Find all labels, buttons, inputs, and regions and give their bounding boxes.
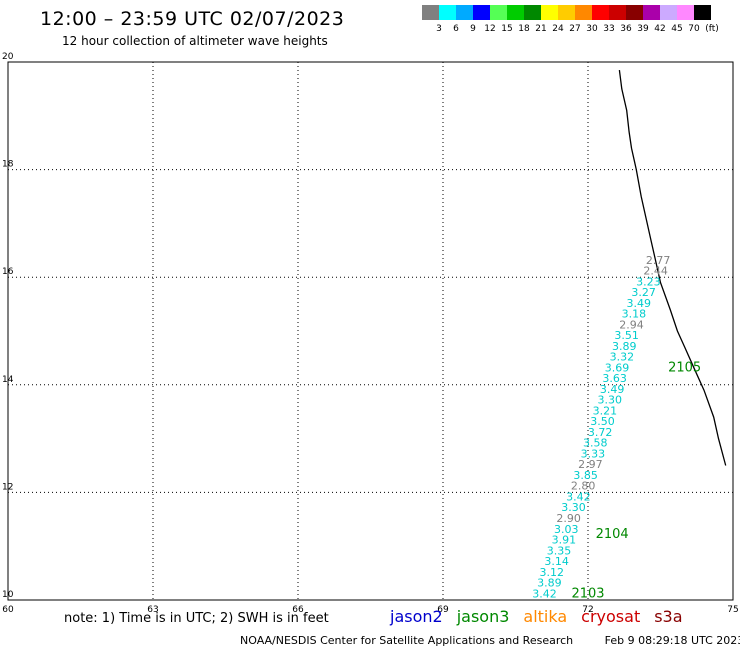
colorbar-unit: (ft) <box>705 24 719 34</box>
wave-height-label: 3.18 <box>622 308 647 321</box>
colorbar-label: 70 <box>688 24 700 34</box>
satellite-legend-jason3: jason3 <box>456 607 510 626</box>
colorbar-label: 21 <box>535 24 547 34</box>
wave-height-label: 3.50 <box>590 415 615 428</box>
footer-timestamp: Feb 9 08:29:18 UTC 2023 <box>604 634 740 647</box>
wave-height-label: 2.77 <box>646 254 671 267</box>
wave-height-label: 3.49 <box>600 383 625 396</box>
footer-org: NOAA/NESDIS Center for Satellite Applica… <box>240 634 574 647</box>
track-time-label: 2105 <box>668 360 701 375</box>
footer: NOAA/NESDIS Center for Satellite Applica… <box>240 634 740 647</box>
wave-height-label: 3.21 <box>593 404 618 417</box>
colorbar-swatch <box>473 5 490 20</box>
colorbar-label: 15 <box>501 24 513 34</box>
colorbar-label: 30 <box>586 24 598 34</box>
wave-height-label: 3.72 <box>588 426 613 439</box>
colorbar-swatch <box>422 5 439 20</box>
wave-height-label: 3.85 <box>573 469 598 482</box>
wave-height-label: 3.51 <box>614 329 639 342</box>
lon-tick-label: 63 <box>147 605 158 615</box>
wave-height-label: 3.42 <box>532 587 557 600</box>
satellite-legend-altika: altika <box>523 607 568 626</box>
colorbar-swatch <box>439 5 456 20</box>
lon-tick-label: 69 <box>437 605 449 615</box>
lon-tick-label: 66 <box>292 605 304 615</box>
colorbar-label: 36 <box>620 24 632 34</box>
wave-height-label: 3.30 <box>598 394 623 407</box>
lat-tick-label: 10 <box>2 590 14 600</box>
colorbar-swatch <box>694 5 711 20</box>
wave-height-label: 3.12 <box>540 566 565 579</box>
lon-tick-label: 72 <box>582 605 593 615</box>
colorbar-label: 27 <box>569 24 581 34</box>
lat-tick-label: 18 <box>2 160 14 170</box>
wave-height-label: 3.91 <box>552 534 577 547</box>
satellite-legend: jason2 jason3 altika cryosat s3a <box>390 607 697 626</box>
wave-height-label: 3.14 <box>544 555 569 568</box>
wave-height-label: 2.80 <box>571 480 596 493</box>
colorbar-swatch <box>541 5 558 20</box>
wave-height-label: 3.23 <box>636 275 661 288</box>
wave-height-label: 2.44 <box>643 265 668 278</box>
colorbar-swatch <box>677 5 694 20</box>
colorbar-swatch <box>575 5 592 20</box>
wave-height-label: 3.89 <box>612 340 637 353</box>
satellite-legend-s3a: s3a <box>654 607 683 626</box>
wave-height-label: 3.49 <box>627 297 652 310</box>
lon-tick-label: 60 <box>2 605 14 615</box>
lat-tick-label: 14 <box>2 375 14 385</box>
colorbar-label: 42 <box>654 24 666 34</box>
lat-tick-label: 20 <box>2 52 14 62</box>
colorbar-label: 33 <box>603 24 615 34</box>
wave-height-label: 3.33 <box>581 447 606 460</box>
map-title: 12:00 – 23:59 UTC 02/07/2023 <box>40 8 345 30</box>
lon-tick-label: 75 <box>727 605 738 615</box>
wave-height-label: 3.69 <box>605 361 630 374</box>
colorbar-swatch <box>524 5 541 20</box>
colorbar-label: 24 <box>552 24 564 34</box>
wave-height-label: 2.90 <box>556 512 581 525</box>
colorbar-swatch <box>626 5 643 20</box>
coastline <box>618 70 727 466</box>
map-subtitle: 12 hour collection of altimeter wave hei… <box>62 34 328 48</box>
wave-height-label: 3.42 <box>566 490 591 503</box>
wave-height-label: 3.30 <box>561 501 586 514</box>
wave-height-label: 2.97 <box>578 458 603 471</box>
colorbar-label: 3 <box>436 24 442 34</box>
lat-tick-label: 12 <box>2 482 13 492</box>
wave-height-label: 3.63 <box>602 372 627 385</box>
wave-height-label: 3.32 <box>610 351 635 364</box>
colorbar-label: 12 <box>484 24 496 34</box>
colorbar-label: 18 <box>518 24 530 34</box>
wave-height-label: 3.27 <box>631 286 656 299</box>
wave-height-label: 3.35 <box>547 544 572 557</box>
legend-note: note: 1) Time is in UTC; 2) SWH is in fe… <box>64 611 329 626</box>
colorbar-swatch <box>660 5 677 20</box>
colorbar-swatch <box>609 5 626 20</box>
colorbar-label: 39 <box>637 24 649 34</box>
colorbar-swatch <box>507 5 524 20</box>
satellite-legend-cryosat: cryosat <box>581 607 641 626</box>
colorbar-label: 6 <box>453 24 459 34</box>
wave-height-label: 2.94 <box>619 318 644 331</box>
colorbar-label: 9 <box>470 24 476 34</box>
colorbar-swatch <box>490 5 507 20</box>
wave-height-label: 3.03 <box>554 523 579 536</box>
colorbar-swatch <box>592 5 609 20</box>
lat-tick-label: 16 <box>2 267 14 277</box>
track-time-label: 2103 <box>571 586 604 601</box>
map-frame <box>7 61 734 601</box>
colorbar-swatch <box>456 5 473 20</box>
track-time-label: 2104 <box>596 527 629 542</box>
satellite-legend-jason2: jason2 <box>390 607 443 626</box>
colorbar-swatch <box>643 5 660 20</box>
colorbar-label: 45 <box>671 24 683 34</box>
wave-height-label: 3.58 <box>583 437 608 450</box>
wave-height-label: 3.89 <box>537 577 562 590</box>
colorbar-swatch <box>558 5 575 20</box>
